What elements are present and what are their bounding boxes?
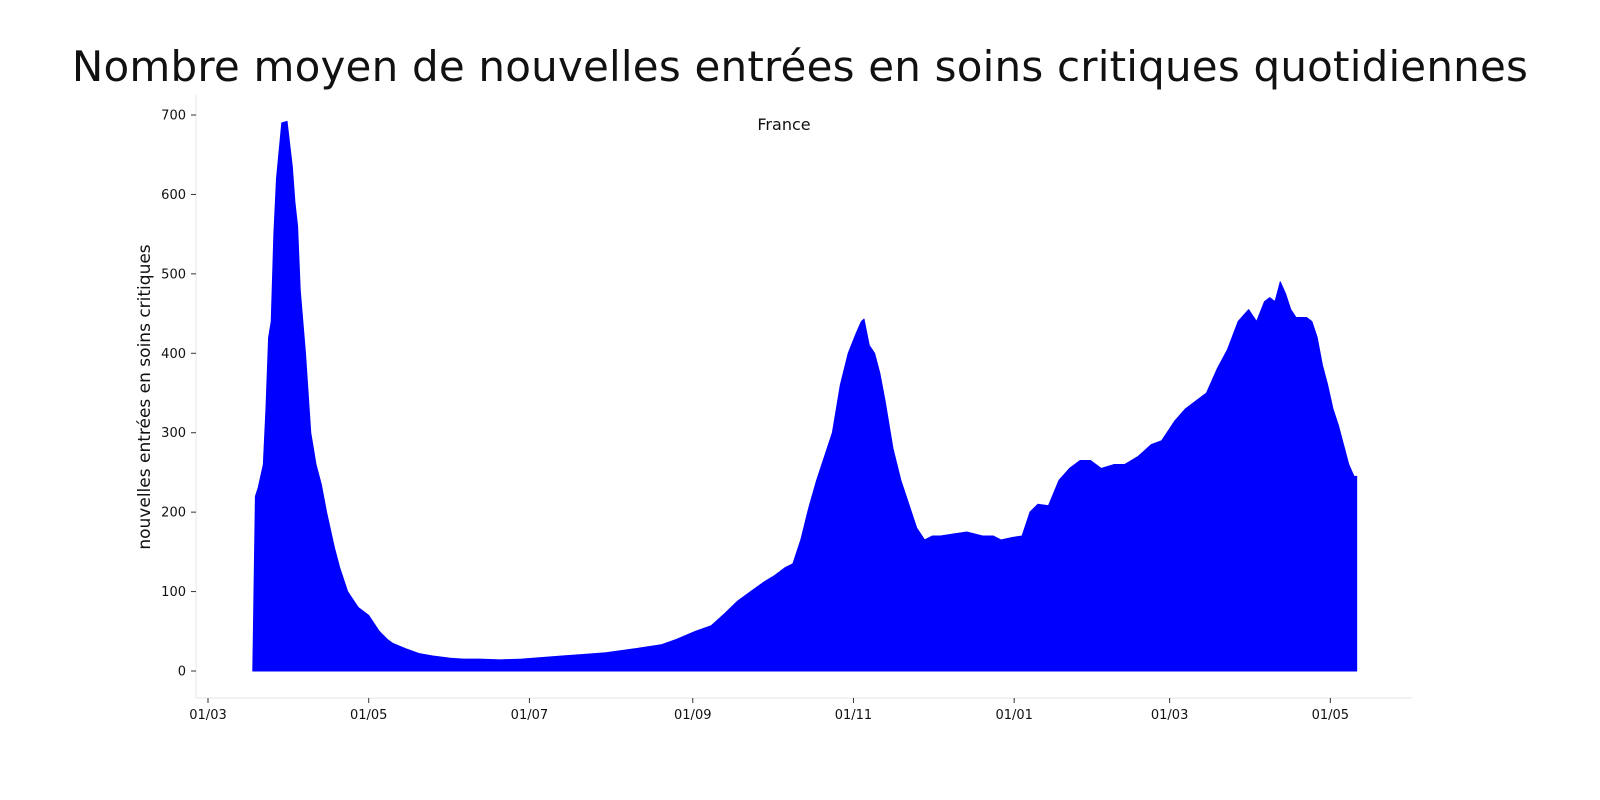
y-tick-label: 400	[161, 347, 186, 362]
y-tick-label: 0	[178, 665, 186, 680]
x-tick-label: 01/03	[1151, 708, 1188, 723]
x-tick-label: 01/11	[835, 708, 872, 723]
axes	[195, 95, 1412, 699]
x-tick-label: 01/09	[674, 708, 711, 723]
y-axis-label: nouvelles entrées en soins critiques	[135, 244, 155, 549]
y-tick-label: 100	[161, 585, 186, 600]
y-ticks: 0 100 200 300 400 500 600 700	[161, 109, 196, 680]
area-series	[252, 120, 1358, 672]
x-tick-label: 01/05	[1312, 708, 1349, 723]
x-tick-label: 01/07	[511, 708, 548, 723]
y-tick-label: 500	[161, 267, 186, 282]
x-tick-label: 01/03	[189, 708, 226, 723]
y-tick-label: 300	[161, 426, 186, 441]
chart-title: Nombre moyen de nouvelles entrées en soi…	[71, 42, 1529, 91]
y-tick-label: 200	[161, 506, 186, 521]
x-tick-label: 01/01	[995, 708, 1032, 723]
x-tick-label: 01/05	[350, 708, 387, 723]
x-ticks: 01/03 01/05 01/07 01/09 01/11 01/01 01/03 01/05	[189, 698, 1349, 723]
y-tick-label: 600	[161, 188, 186, 203]
y-tick-label: 700	[161, 109, 186, 124]
chart-annotation: France	[757, 115, 810, 134]
